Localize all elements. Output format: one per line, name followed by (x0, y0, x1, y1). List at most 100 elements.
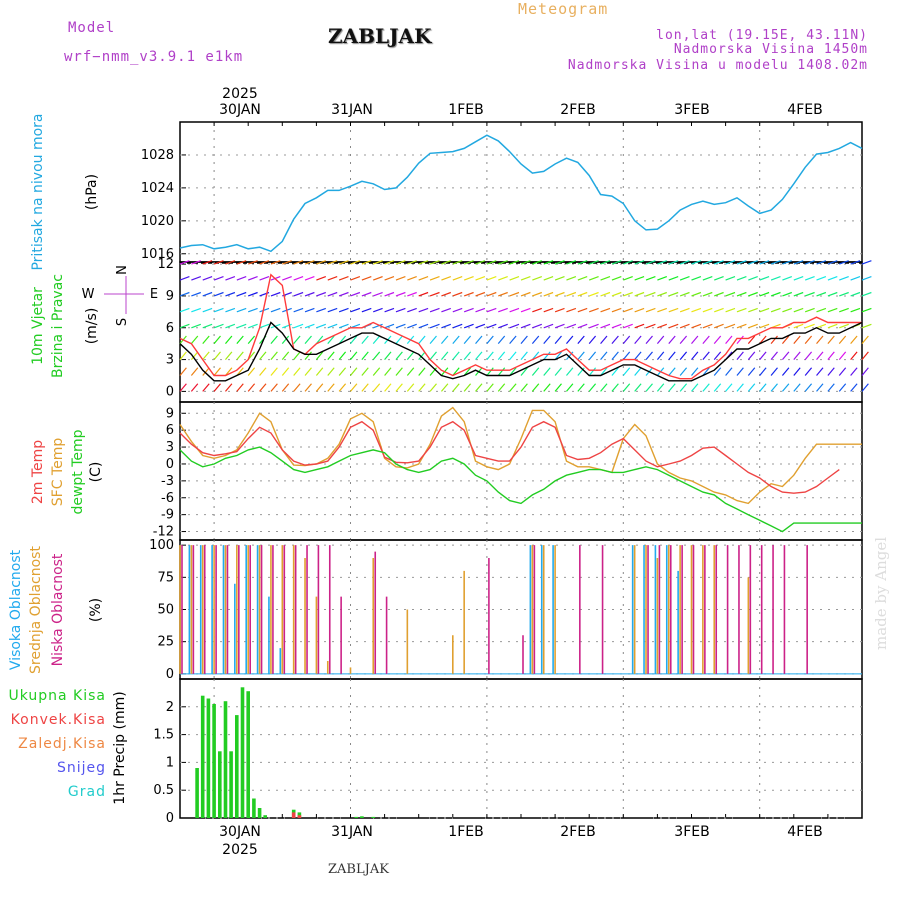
wind-barb (361, 351, 369, 360)
wind-barb (520, 335, 528, 345)
wind-barb (657, 291, 668, 297)
wind-barb (509, 323, 520, 329)
wind-barb (793, 276, 804, 281)
wind-barb (429, 307, 440, 313)
wind-barb (781, 367, 790, 376)
wind-barb (782, 291, 793, 297)
wind-barb (475, 383, 483, 392)
wind-barb (588, 307, 599, 313)
wind-barb (202, 335, 210, 345)
wind-barb (463, 307, 474, 313)
wind-barb (179, 291, 190, 297)
wind-barb (861, 335, 869, 345)
wind-barb (247, 276, 258, 281)
wind-barb (748, 276, 758, 281)
wind-barb (407, 260, 417, 265)
wind-barb (804, 383, 813, 392)
wind-barb (702, 351, 710, 360)
wind-barb (338, 291, 349, 297)
wind-barb (736, 383, 744, 392)
wind-barb (679, 260, 690, 265)
wind-barb (668, 367, 676, 376)
wind-barb (668, 383, 676, 392)
cloud-unit-label: (%) (88, 598, 104, 622)
wind-barb (554, 335, 562, 345)
wind-barb (714, 307, 724, 313)
wind-barb (361, 307, 372, 313)
wind-barb (315, 351, 324, 360)
wind-barb (838, 351, 847, 360)
precip-total-bar (263, 815, 267, 818)
wind-barb (225, 367, 233, 376)
wind-barb (497, 335, 506, 345)
wind-barb (816, 276, 827, 281)
wind-barb (225, 323, 236, 329)
wind-barb (350, 291, 361, 297)
wind-barb (202, 351, 210, 360)
wind-barb (395, 383, 403, 392)
station-title: ZABLJAK (328, 24, 432, 48)
wind-barb (748, 291, 758, 297)
wind-barb (384, 351, 392, 360)
wind-barb (190, 383, 199, 392)
wind-barb (759, 351, 767, 360)
wind-barb (316, 260, 327, 265)
wind-barb (418, 260, 429, 265)
wind-barb (838, 335, 847, 345)
wind-barb (441, 323, 452, 329)
precip-total-bar (223, 701, 228, 818)
wind-barb (395, 307, 406, 313)
wind-barb (691, 383, 699, 392)
wind-barb (373, 276, 383, 281)
wind-barb (554, 323, 565, 329)
compass-e: E (150, 287, 158, 302)
wind-barb (406, 367, 415, 376)
wind-barb (622, 335, 631, 345)
wind-barb (395, 323, 406, 329)
wind-barb (804, 260, 815, 265)
coords-label: lon,lat (19.15E, 43.11N) (656, 28, 868, 43)
dewpoint-series (179, 446, 862, 533)
y-tick-label-3: 100 (149, 538, 174, 553)
product-title: Meteogram (518, 0, 609, 18)
wind-barb (531, 383, 540, 392)
wind-barb (202, 383, 210, 392)
sfc-temp-series (179, 406, 862, 505)
wind-barb (486, 291, 497, 297)
elevation-label: Nadmorska Visina 1450m (673, 42, 868, 57)
wind-barb (782, 307, 793, 313)
wind-barb (782, 260, 793, 265)
wind-barb (440, 335, 449, 345)
wind-barb (520, 260, 531, 265)
wind-barb (509, 291, 520, 297)
wind-speed-series (179, 321, 863, 382)
wind-barb (475, 291, 486, 297)
wind-barb (827, 307, 838, 313)
wind-barb (429, 383, 437, 392)
wind-barb (520, 383, 528, 392)
y-tick-label-1: 9 (166, 289, 174, 304)
wind-barb (691, 291, 702, 297)
wind-barb (713, 335, 722, 345)
wind-barb (418, 335, 426, 345)
wind-barb (759, 307, 770, 313)
wind-barb (679, 323, 690, 329)
wind-barb (861, 260, 872, 265)
wind-barb (668, 276, 679, 281)
wind-barb (861, 276, 872, 281)
wind-barb (486, 276, 497, 281)
wind-barb (304, 335, 312, 345)
wind-barb (725, 291, 736, 297)
wind-barb (861, 383, 869, 392)
wind-barb (577, 383, 585, 392)
wind-barb (315, 383, 324, 392)
wind-barb (498, 276, 508, 281)
wind-barb (429, 351, 437, 360)
wind-barb (850, 260, 861, 265)
wind-barb (463, 383, 472, 392)
y-tick-label-1: 3 (166, 353, 174, 368)
y-tick-label-1: 0 (166, 384, 174, 399)
wind-barb (202, 367, 210, 376)
wind-barb (225, 291, 236, 297)
wind-barb (725, 307, 736, 313)
